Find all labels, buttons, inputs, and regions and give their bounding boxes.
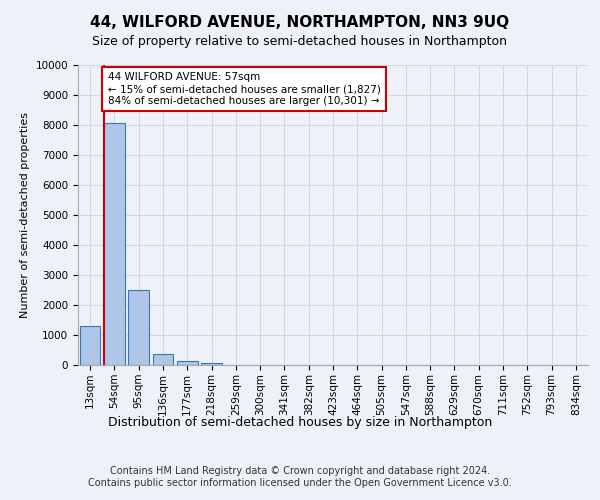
Bar: [152, 354, 173, 365]
Text: 44, WILFORD AVENUE, NORTHAMPTON, NN3 9UQ: 44, WILFORD AVENUE, NORTHAMPTON, NN3 9UQ: [91, 15, 509, 30]
Bar: [80, 326, 100, 365]
Bar: [128, 290, 149, 365]
Text: Size of property relative to semi-detached houses in Northampton: Size of property relative to semi-detach…: [92, 35, 508, 48]
Text: 44 WILFORD AVENUE: 57sqm
← 15% of semi-detached houses are smaller (1,827)
84% o: 44 WILFORD AVENUE: 57sqm ← 15% of semi-d…: [107, 72, 380, 106]
Bar: [104, 124, 125, 365]
Text: Distribution of semi-detached houses by size in Northampton: Distribution of semi-detached houses by …: [108, 416, 492, 429]
Bar: [177, 360, 197, 365]
Y-axis label: Number of semi-detached properties: Number of semi-detached properties: [20, 112, 30, 318]
Text: Contains HM Land Registry data © Crown copyright and database right 2024.
Contai: Contains HM Land Registry data © Crown c…: [88, 466, 512, 487]
Bar: [201, 362, 222, 365]
